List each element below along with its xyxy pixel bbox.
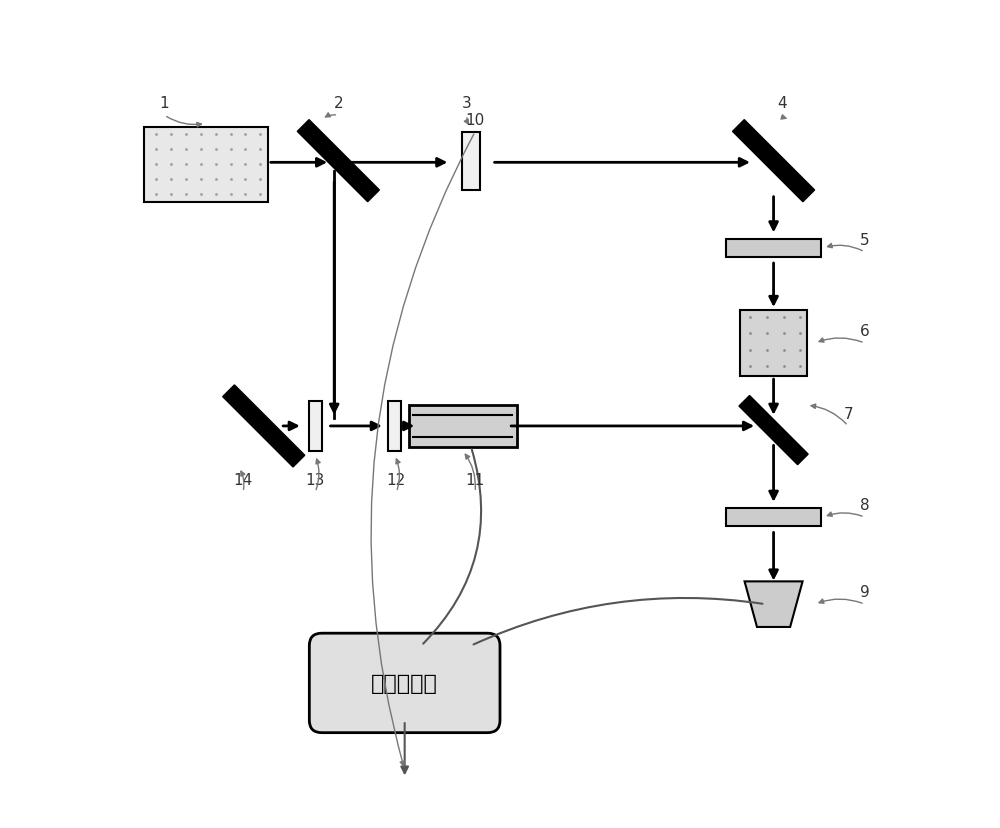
Polygon shape (745, 581, 803, 628)
FancyBboxPatch shape (462, 132, 480, 190)
FancyBboxPatch shape (388, 402, 401, 451)
Text: 7: 7 (843, 407, 853, 421)
Polygon shape (297, 121, 379, 202)
Text: 6: 6 (860, 324, 870, 339)
Text: 14: 14 (233, 473, 253, 488)
Text: 4: 4 (777, 96, 787, 111)
Polygon shape (733, 121, 815, 202)
FancyBboxPatch shape (144, 128, 268, 203)
Text: 9: 9 (860, 585, 870, 599)
Text: 数字处理器: 数字处理器 (371, 673, 438, 693)
Text: 11: 11 (466, 473, 485, 488)
FancyBboxPatch shape (309, 633, 500, 733)
Polygon shape (223, 386, 305, 467)
Text: 10: 10 (466, 113, 485, 128)
FancyBboxPatch shape (409, 406, 517, 447)
FancyBboxPatch shape (726, 508, 821, 527)
Text: 2: 2 (334, 96, 343, 111)
Text: 3: 3 (462, 96, 472, 111)
FancyBboxPatch shape (740, 310, 807, 377)
FancyBboxPatch shape (726, 239, 821, 258)
Text: 5: 5 (860, 233, 870, 248)
FancyBboxPatch shape (309, 402, 322, 451)
Text: 1: 1 (159, 96, 169, 111)
Text: 13: 13 (305, 473, 325, 488)
Text: 8: 8 (860, 498, 870, 513)
Polygon shape (739, 396, 808, 465)
Text: 12: 12 (387, 473, 406, 488)
